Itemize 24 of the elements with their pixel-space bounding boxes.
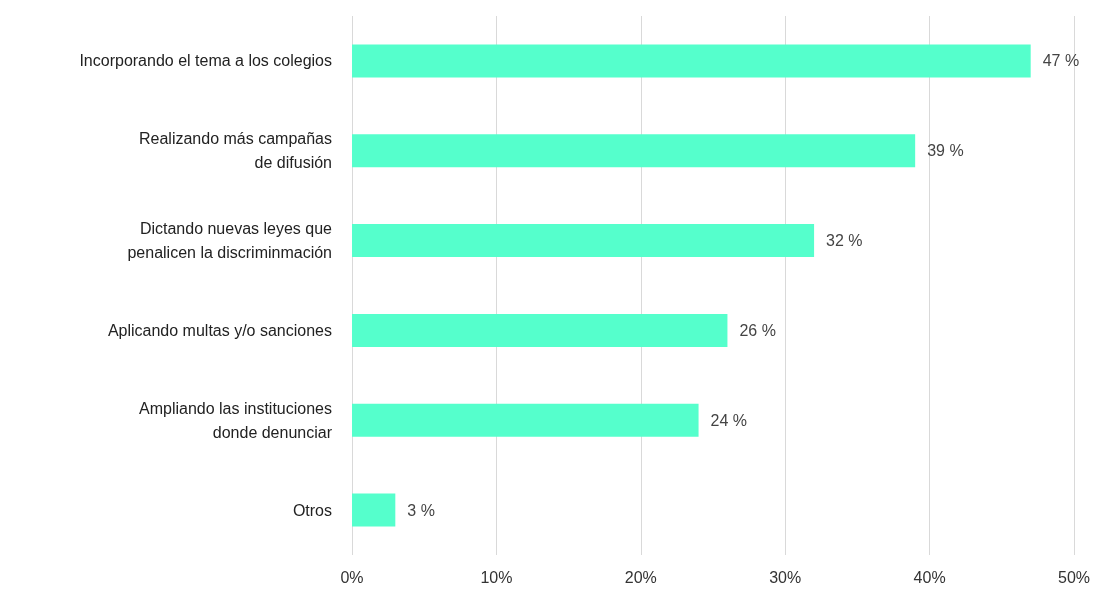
y-tick-label: Otros — [292, 501, 332, 519]
bar — [352, 403, 699, 437]
x-tick-label: 50% — [1057, 568, 1091, 586]
y-tick-label: Aplicando multas y/o sanciones — [107, 321, 332, 339]
bar — [352, 134, 916, 168]
bar — [352, 224, 815, 258]
x-tick-label: 20% — [624, 568, 657, 586]
data-label: 39 % — [927, 142, 964, 160]
x-tick-label: 40% — [913, 568, 946, 586]
y-tick-label: Dictando nuevas leyes que penalicen la discriminmación — [127, 220, 333, 262]
x-tick-label: 30% — [769, 568, 802, 586]
data-label: 32 % — [826, 232, 863, 250]
data-label: 26 % — [739, 321, 776, 339]
bar — [352, 493, 396, 527]
y-tick-label: Ampliando las instituciones donde denunciar — [139, 399, 333, 441]
y-tick-label: Incorporando el tema a los colegios — [79, 52, 332, 70]
bar — [352, 313, 728, 347]
x-tick-label: 0% — [340, 568, 364, 586]
data-label: 47 % — [1042, 52, 1080, 70]
data-label: 3 % — [407, 501, 435, 519]
bar — [352, 44, 1031, 78]
y-tick-label: Realizando más campañas de difusión — [139, 130, 332, 172]
x-tick-label: 10% — [480, 568, 513, 586]
data-label: 24 % — [710, 411, 748, 429]
